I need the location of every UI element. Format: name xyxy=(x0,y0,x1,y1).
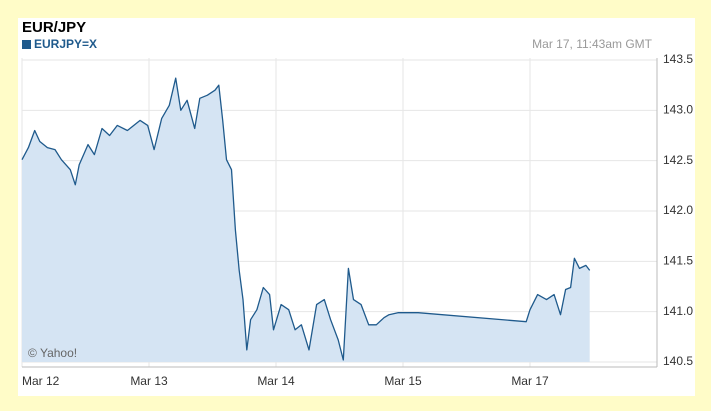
legend-label: EURJPY=X xyxy=(34,37,97,51)
y-tick-label: 142.5 xyxy=(663,153,693,167)
y-tick-label: 143.5 xyxy=(663,52,693,66)
y-tick-label: 142.0 xyxy=(663,203,693,217)
timestamp: Mar 17, 11:43am GMT xyxy=(532,37,652,51)
x-tick-label: Mar 17 xyxy=(511,374,549,388)
source-note: © Yahoo! xyxy=(28,346,77,360)
y-tick-label: 143.0 xyxy=(663,103,693,117)
x-tick-label: Mar 13 xyxy=(130,374,168,388)
legend-swatch xyxy=(22,40,31,49)
chart-title: EUR/JPY xyxy=(22,19,86,36)
x-tick-label: Mar 14 xyxy=(257,374,295,388)
x-tick-label: Mar 12 xyxy=(22,374,60,388)
y-tick-label: 141.5 xyxy=(663,254,693,268)
line xyxy=(21,77,591,361)
x-tick-label: Mar 15 xyxy=(384,374,422,388)
y-tick-label: 140.5 xyxy=(663,354,693,368)
area xyxy=(22,78,590,362)
y-tick-label: 141.0 xyxy=(663,304,693,318)
